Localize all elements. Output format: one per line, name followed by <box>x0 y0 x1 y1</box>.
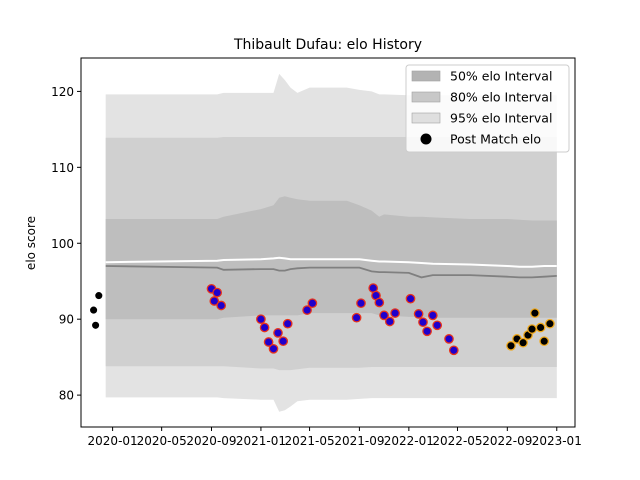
x-tick-label-2: 2020-05 <box>137 434 187 448</box>
point-2-9 <box>273 328 283 338</box>
point-2-15 <box>356 298 366 309</box>
y-tick-label-5: 120 <box>51 85 74 99</box>
y-tick-label-2: 90 <box>59 313 74 327</box>
point-2-27 <box>432 320 443 331</box>
point-2-7 <box>263 337 274 347</box>
point-2-3 <box>212 287 223 298</box>
point-2-12 <box>302 305 312 315</box>
point-2-28 <box>444 334 454 344</box>
legend-swatch-1 <box>411 70 441 82</box>
legend-label-2: 80% elo Interval <box>450 90 552 105</box>
x-tick-label-9: 2022-09 <box>482 434 532 448</box>
point-2-22 <box>405 293 416 304</box>
legend-marker <box>420 133 432 145</box>
point-2-13 <box>307 298 318 309</box>
x-tick-label-6: 2021-09 <box>334 434 384 448</box>
point-3-8 <box>539 336 550 347</box>
point-2-14 <box>351 312 362 323</box>
elo-lines <box>105 256 557 279</box>
legend-label-4: Post Match elo <box>450 132 541 147</box>
point-3-6 <box>530 308 540 318</box>
point-2-11 <box>282 318 293 329</box>
point-3-5 <box>527 324 537 334</box>
point-2-26 <box>427 310 438 321</box>
point-2-19 <box>379 310 389 321</box>
x-tick-label-3: 2020-09 <box>186 434 236 448</box>
point-2-6 <box>259 322 270 333</box>
x-tick-label-10: 2023-01 <box>532 434 582 448</box>
point-2-18 <box>374 297 385 308</box>
x-tick-label-8: 2022-05 <box>432 434 482 448</box>
point-2-29 <box>448 345 459 356</box>
x-tick-label-5: 2021-05 <box>284 434 334 448</box>
x-tick-label-4: 2021-01 <box>236 434 286 448</box>
post-match-points <box>88 283 555 356</box>
plot-frame <box>80 57 576 428</box>
legend-swatch-2 <box>411 91 441 103</box>
y-tick-label-4: 110 <box>51 161 74 175</box>
point-2-25 <box>422 326 432 337</box>
x-tick-label-7: 2022-01 <box>384 434 434 448</box>
point-2-23 <box>413 309 424 319</box>
legend-label-1: 50% elo Interval <box>450 69 552 84</box>
legend-label-3: 95% elo Interval <box>450 111 552 126</box>
legend-swatch-3 <box>411 112 441 124</box>
elo-mean-line <box>105 265 557 279</box>
point-3-1 <box>506 340 516 351</box>
point-2-5 <box>256 314 266 325</box>
point-3-3 <box>518 337 528 348</box>
elo-upper-line <box>105 256 557 268</box>
y-tick-label-1: 80 <box>59 389 74 403</box>
point-3-9 <box>545 318 555 329</box>
point-2-2 <box>209 296 220 306</box>
chart-title: Thibault Dufau: elo History <box>233 37 422 53</box>
point-1-3 <box>93 290 104 301</box>
legend: 50% elo Interval 80% elo Interval 95% elo … <box>405 64 570 153</box>
point-2-8 <box>268 343 279 354</box>
y-axis-label: elo score <box>24 216 38 270</box>
point-1-2 <box>90 320 101 331</box>
point-2-4 <box>216 300 227 311</box>
point-3-7 <box>535 322 546 333</box>
point-1-1 <box>88 305 99 315</box>
legend-box <box>405 64 570 153</box>
x-tick-label-1: 2020-01 <box>88 434 138 448</box>
point-2-24 <box>418 317 428 328</box>
point-2-20 <box>384 316 395 327</box>
point-2-10 <box>278 336 289 347</box>
point-2-21 <box>390 308 400 318</box>
y-tick-label-3: 100 <box>51 237 74 251</box>
